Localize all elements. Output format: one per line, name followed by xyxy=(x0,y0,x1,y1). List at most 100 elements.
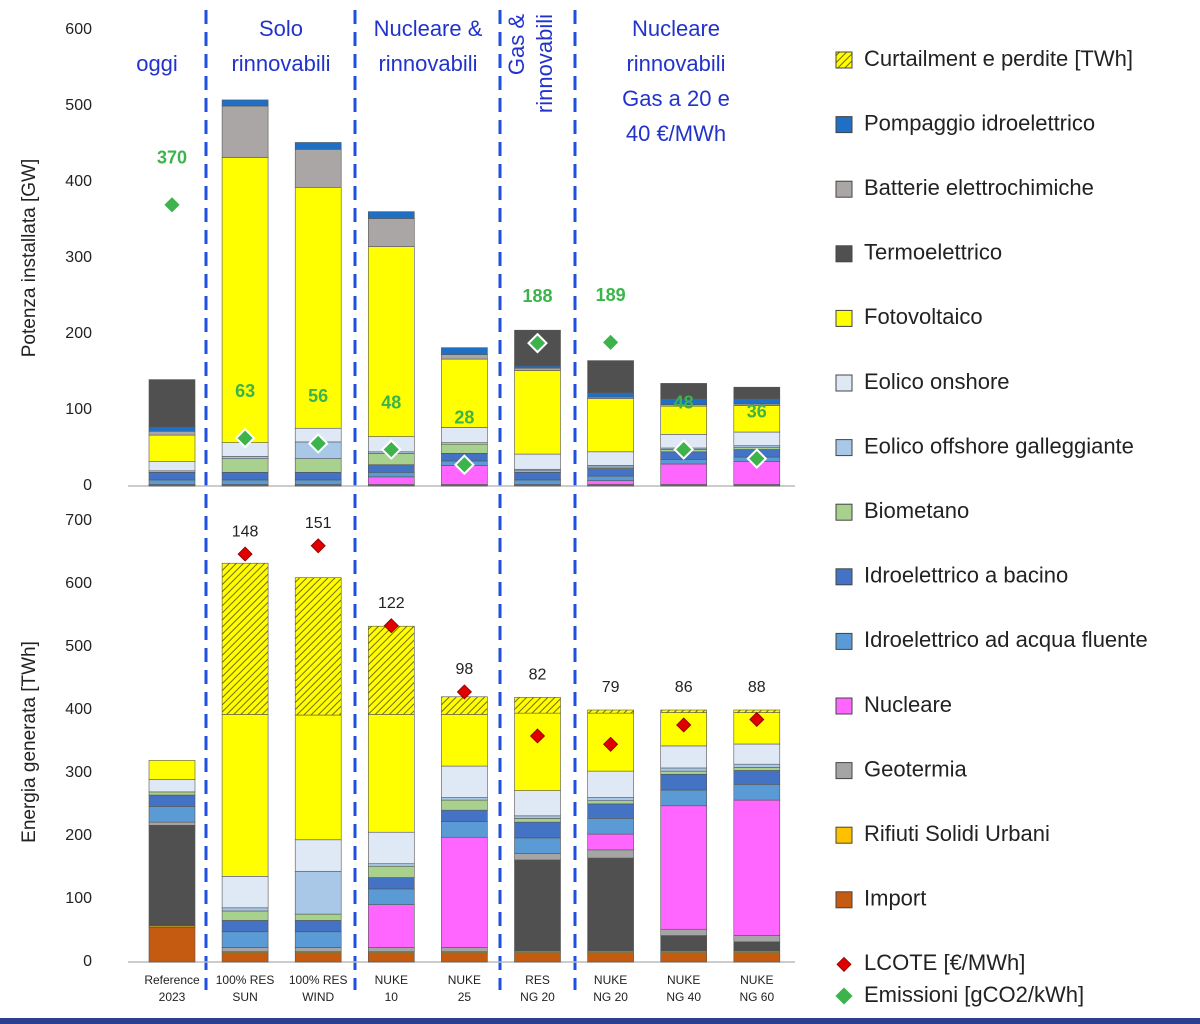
bar-segment xyxy=(441,427,488,443)
bar-segment xyxy=(441,821,488,838)
bar-segment xyxy=(660,405,708,435)
bar-segment xyxy=(587,770,634,798)
y-tick-label: 600 xyxy=(65,21,92,38)
y-tick-label: 100 xyxy=(65,890,92,907)
bar-segment xyxy=(514,837,561,854)
section-header: 40 €/MWh xyxy=(626,121,726,146)
legend-label: Rifiuti Solidi Urbani xyxy=(864,821,1050,846)
bar-segment xyxy=(733,767,781,771)
bar-segment xyxy=(660,383,708,399)
bar-segment xyxy=(587,818,634,835)
bar-segment xyxy=(587,797,634,802)
bar-segment xyxy=(587,857,634,952)
x-tick-label: NUKE xyxy=(667,973,700,987)
bar-segment xyxy=(514,815,561,819)
bar-segment xyxy=(587,398,634,453)
emission-marker xyxy=(453,454,475,476)
lcote-label: 82 xyxy=(529,667,547,684)
legend-swatch xyxy=(832,984,856,1008)
bar-segment xyxy=(514,712,561,791)
bar-segment xyxy=(660,789,708,807)
bar-segment xyxy=(221,947,269,952)
bar-segment xyxy=(148,379,196,428)
emission-marker xyxy=(161,194,183,216)
lcote-marker xyxy=(383,618,399,634)
bar-segment xyxy=(367,877,415,890)
section-header: Gas & xyxy=(504,14,529,75)
bar-segment xyxy=(221,479,269,485)
legend-swatch xyxy=(835,439,853,457)
emission-label: 370 xyxy=(157,148,187,168)
bar-segment xyxy=(148,806,196,823)
bar-segment xyxy=(367,464,415,473)
bar-segment xyxy=(148,434,196,462)
bar-segment xyxy=(148,472,196,481)
section-header: Nucleare & xyxy=(374,16,483,41)
bar-segment xyxy=(294,479,342,485)
y-tick-label: 0 xyxy=(83,953,92,970)
emission-label: 48 xyxy=(674,392,694,412)
legend-label: Import xyxy=(864,886,926,911)
bar-segment xyxy=(514,370,561,455)
y-tick-label: 500 xyxy=(65,97,92,114)
legend-label: Pompaggio idroelettrico xyxy=(864,110,1095,135)
bar-segment xyxy=(294,920,342,933)
lcote-label: 151 xyxy=(305,515,332,532)
x-tick-label: NG 20 xyxy=(520,990,555,1004)
legend-swatch xyxy=(835,891,853,909)
emission-marker xyxy=(234,427,256,449)
bar-segment xyxy=(587,451,634,466)
bar-segment xyxy=(514,859,561,952)
bar-segment xyxy=(514,952,561,963)
bar-segment xyxy=(221,920,269,933)
bar-segment xyxy=(221,931,269,948)
emission-label: 28 xyxy=(454,407,474,427)
bar-segment xyxy=(294,947,342,952)
bar-segment xyxy=(514,790,561,817)
emission-marker xyxy=(600,331,622,353)
bar-segment xyxy=(221,458,269,473)
lcote-label: 98 xyxy=(456,661,474,678)
lcote-label: 79 xyxy=(602,679,620,696)
bar-segment xyxy=(221,907,269,912)
bar-segment xyxy=(367,947,415,952)
bar-segment xyxy=(221,472,269,481)
legend-label: Nucleare xyxy=(864,692,952,717)
section-header: Nucleare xyxy=(632,16,720,41)
bar-segment xyxy=(441,836,488,948)
y-tick-label: 500 xyxy=(65,638,92,655)
bar-segment xyxy=(367,904,415,948)
lcote-marker xyxy=(603,736,619,752)
bar-segment xyxy=(441,947,488,952)
emission-label: 63 xyxy=(235,381,255,401)
lcote-label: 148 xyxy=(232,523,259,540)
bar-segment xyxy=(148,927,196,963)
bar-segment xyxy=(367,625,415,715)
bar-segment xyxy=(221,910,269,921)
bar-segment xyxy=(221,952,269,963)
bar-segment xyxy=(367,246,415,437)
x-tick-label: RES xyxy=(525,973,550,987)
bar-segment xyxy=(367,211,415,219)
x-tick-label: 2023 xyxy=(159,990,186,1004)
bar-segment xyxy=(148,430,196,436)
legend-swatch xyxy=(836,956,852,972)
bar-segment xyxy=(294,714,342,841)
x-tick-label: Reference xyxy=(144,973,200,987)
legend-swatch xyxy=(835,568,853,586)
bar-segment xyxy=(367,831,415,865)
bar-segment xyxy=(441,714,488,767)
bar-segment xyxy=(294,577,342,716)
bar-segment xyxy=(587,392,634,398)
bar-segment xyxy=(514,365,561,369)
lcote-marker xyxy=(237,546,253,562)
emission-marker xyxy=(307,433,329,454)
y-tick-label: 400 xyxy=(65,173,92,190)
bar-segment xyxy=(367,863,415,867)
section-header: Gas a 20 e xyxy=(622,86,730,111)
y-tick-label: 600 xyxy=(65,575,92,592)
bar-segment xyxy=(221,714,269,877)
bottom-band xyxy=(0,1018,1200,1024)
bar-segment xyxy=(733,763,781,768)
bar-segment xyxy=(221,105,269,158)
